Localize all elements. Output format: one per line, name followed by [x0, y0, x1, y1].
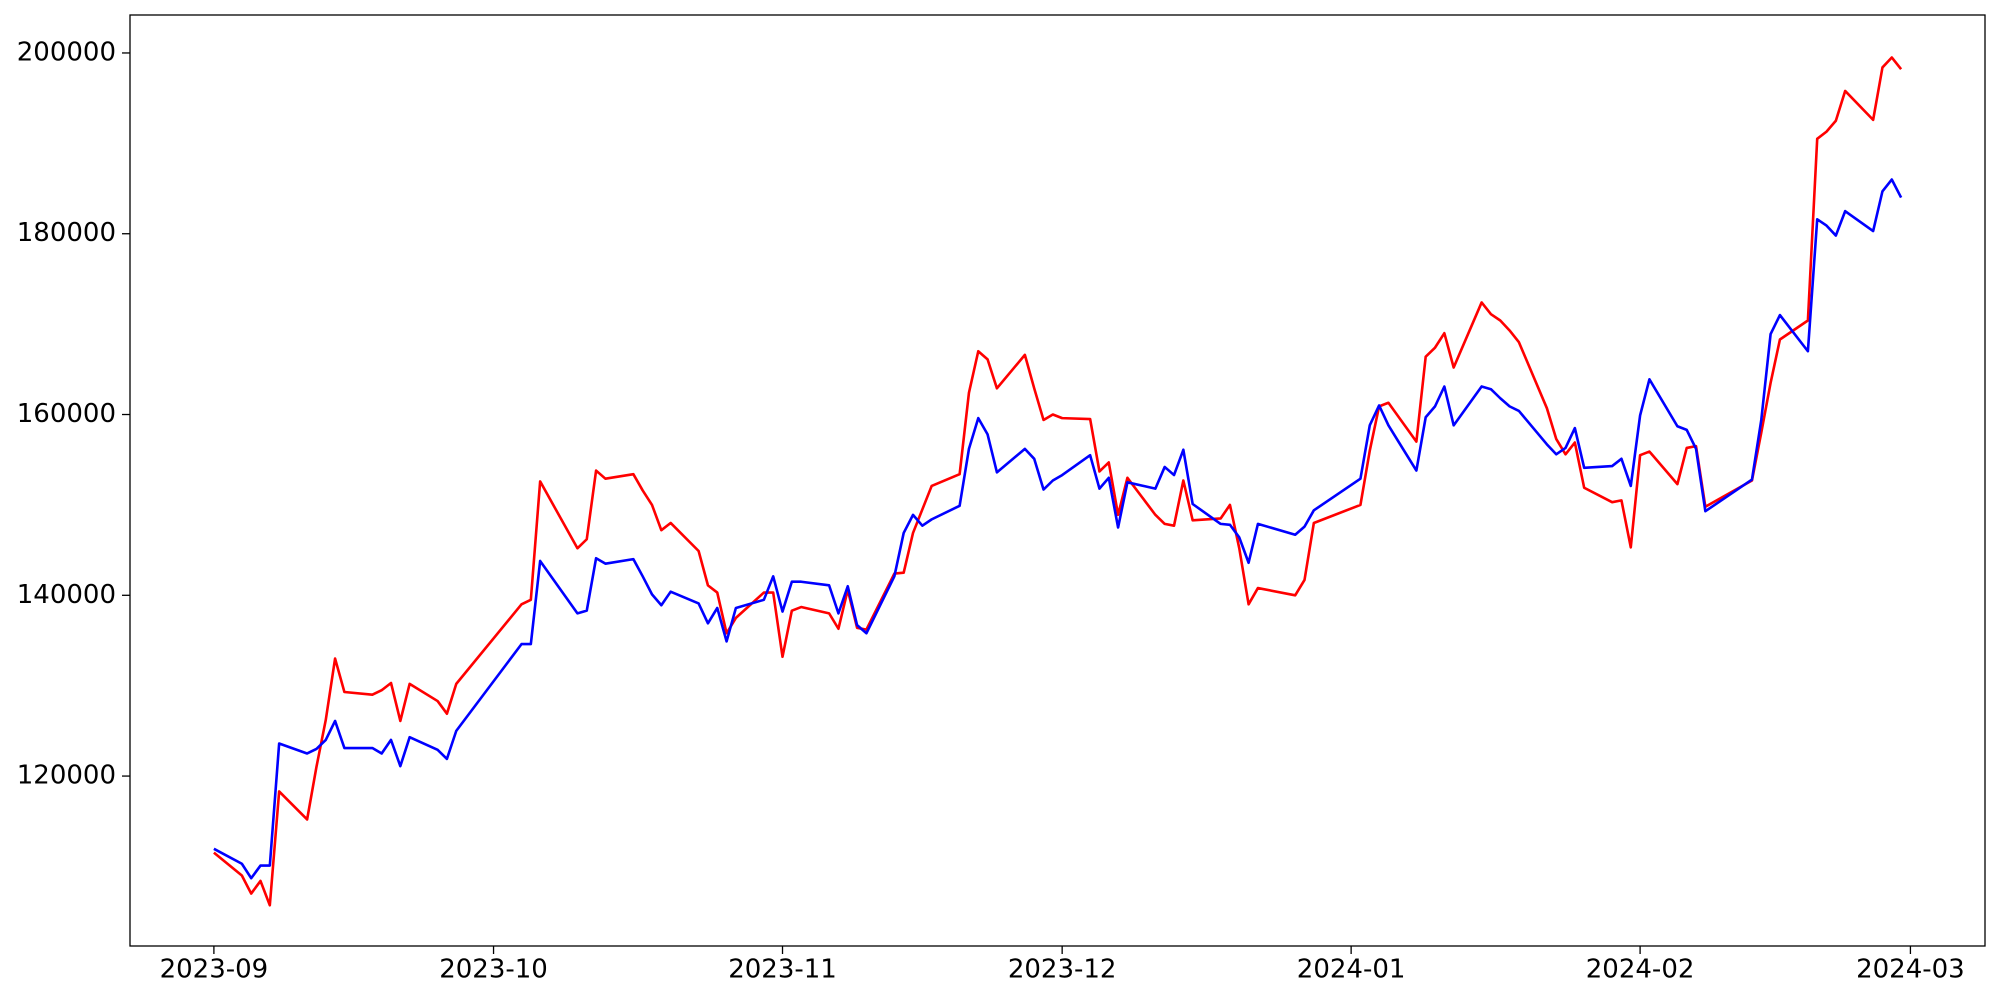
x-tick-label: 2024-03: [1856, 955, 1965, 985]
x-tick-label: 2023-12: [1008, 955, 1117, 985]
y-tick-label: 160000: [17, 399, 116, 429]
x-tick-label: 2023-11: [728, 955, 837, 985]
line-series: [213, 178, 1903, 880]
x-tick-label: 2023-10: [439, 955, 548, 985]
x-tick-label: 2024-02: [1586, 955, 1695, 985]
y-tick-label: 200000: [17, 37, 116, 67]
y-tick-label: 180000: [17, 218, 116, 248]
line-series: [213, 56, 1903, 907]
x-tick-label: 2023-09: [160, 955, 269, 985]
x-tick-label: 2024-01: [1297, 955, 1406, 985]
plot-frame: [129, 14, 1986, 947]
y-tick-label: 140000: [17, 580, 116, 610]
y-tick-label: 120000: [17, 761, 116, 791]
